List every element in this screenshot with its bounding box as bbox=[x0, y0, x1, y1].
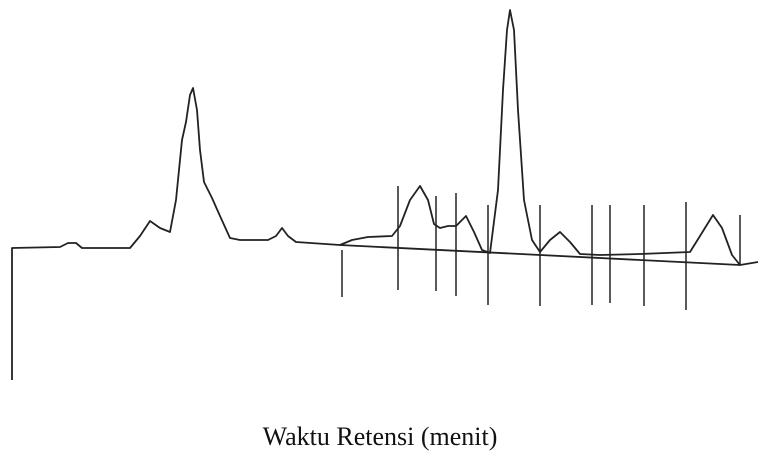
chromatogram-trace bbox=[11, 9, 759, 380]
trace-group bbox=[11, 9, 759, 380]
x-axis-caption: Waktu Retensi (menit) bbox=[263, 422, 498, 451]
integration-markers bbox=[341, 186, 741, 310]
